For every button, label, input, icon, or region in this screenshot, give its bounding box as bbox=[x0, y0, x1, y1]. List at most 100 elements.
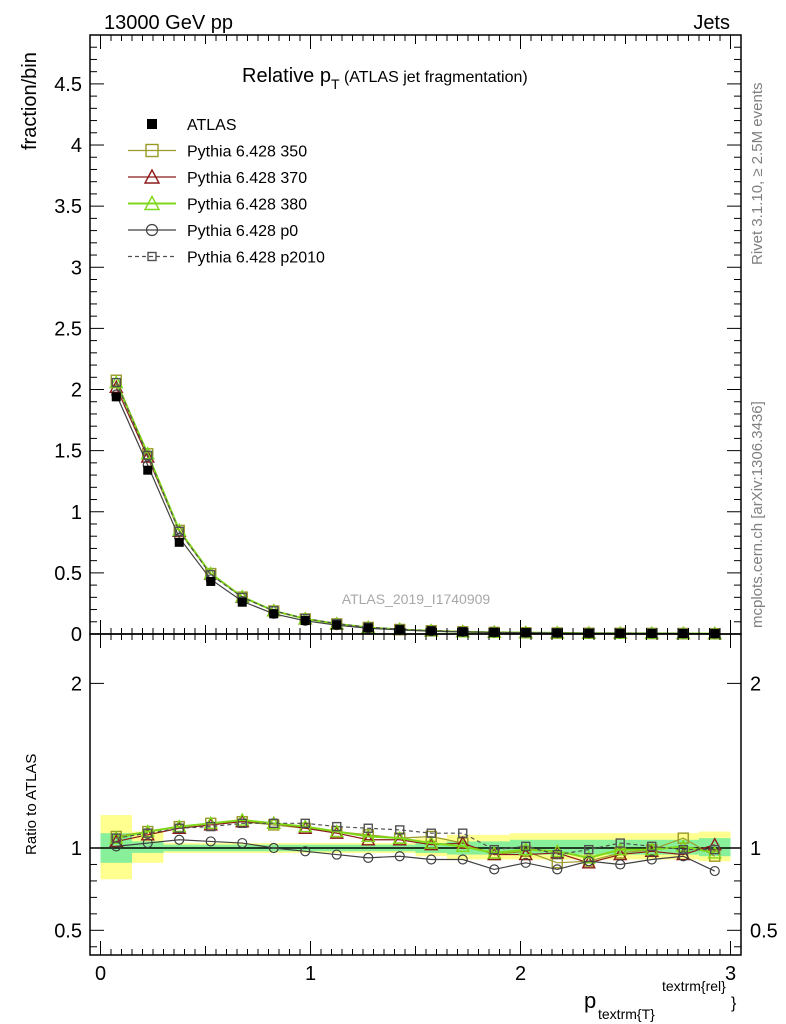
series-ratio-point bbox=[487, 845, 502, 859]
x-label-brace: } bbox=[731, 995, 737, 1012]
series-ratio-point bbox=[174, 823, 184, 833]
legend-label: Pythia 6.428 350 bbox=[187, 144, 307, 161]
series-ratio-point bbox=[678, 844, 688, 855]
series-ratio-point bbox=[521, 841, 531, 852]
series-ratio-point bbox=[426, 854, 437, 865]
series-ratio-point bbox=[237, 818, 247, 829]
atlas-data-points bbox=[111, 392, 720, 639]
header-left: 13000 GeV pp bbox=[104, 12, 233, 34]
version-label: Rivet 3.1.10, ≥ 2.5M events bbox=[749, 83, 766, 266]
series-ratio-point bbox=[205, 836, 216, 847]
series-ratio-point bbox=[677, 832, 689, 844]
series-ratio-point bbox=[646, 854, 657, 865]
y-tick-label: 1.5 bbox=[54, 441, 82, 463]
atlas-point bbox=[111, 392, 121, 402]
series-ratio-point bbox=[298, 819, 313, 833]
series-ratio-point bbox=[583, 856, 594, 867]
series-ratio-point bbox=[584, 844, 594, 855]
series-4 bbox=[111, 377, 720, 860]
x-tick-label: 2 bbox=[515, 963, 526, 985]
series-ratio-point bbox=[142, 837, 153, 849]
x-label-superscript: textrm{rel} bbox=[662, 978, 726, 994]
source-label: mcplots.cern.ch [arXiv:1306.3436] bbox=[749, 401, 766, 628]
series-ratio-point bbox=[206, 821, 216, 832]
ratio-y-tick-label-right: 1 bbox=[750, 838, 761, 860]
title-subscript: T bbox=[331, 76, 340, 92]
series-ratio-point bbox=[520, 857, 531, 868]
atlas-point bbox=[426, 626, 436, 636]
series-1 bbox=[109, 379, 722, 869]
legend-entry: Pythia 6.428 p2010 bbox=[128, 250, 325, 267]
series-ratio-point bbox=[361, 829, 376, 843]
series-ratio-point bbox=[615, 859, 626, 870]
title-rest: (ATLAS jet fragmentation) bbox=[340, 69, 528, 86]
title-main: Relative p bbox=[242, 65, 331, 87]
legend-label: Pythia 6.428 380 bbox=[187, 197, 307, 214]
ratio-y-tick-label-right: 2 bbox=[750, 673, 761, 695]
series-ratio-point bbox=[331, 849, 342, 860]
atlas-point bbox=[300, 616, 310, 626]
chart-title: Relative pT (ATLAS jet fragmentation) bbox=[242, 65, 528, 92]
legend-label: Pythia 6.428 370 bbox=[187, 170, 307, 187]
atlas-point bbox=[206, 576, 216, 586]
series-line-ratio bbox=[116, 839, 716, 872]
series-ratio-point bbox=[455, 835, 470, 849]
atlas-point bbox=[395, 625, 405, 635]
legend-marker bbox=[145, 143, 159, 158]
series-ratio-point bbox=[143, 828, 153, 838]
series-ratio-point bbox=[426, 828, 436, 838]
atlas-point bbox=[269, 609, 279, 619]
legend-entry: Pythia 6.428 370 bbox=[128, 168, 307, 187]
legend-marker bbox=[147, 251, 157, 262]
series-ratio-point bbox=[518, 842, 533, 856]
atlas-point bbox=[363, 623, 373, 633]
series-ratio-point bbox=[710, 844, 720, 855]
y-tick-label: 1 bbox=[71, 502, 82, 524]
series-ratio-point bbox=[361, 832, 376, 846]
legend-marker bbox=[143, 195, 161, 211]
series-2 bbox=[109, 375, 722, 864]
legend-label: ATLAS bbox=[187, 117, 237, 134]
series-ratio-point bbox=[237, 837, 248, 849]
atlas-point bbox=[552, 628, 562, 638]
series-ratio-point bbox=[140, 827, 155, 841]
series-point bbox=[143, 450, 153, 461]
legend-entry: Pythia 6.428 p0 bbox=[128, 223, 298, 240]
atlas-point bbox=[584, 628, 594, 638]
ratio-y-axis-label: Ratio to ATLAS bbox=[23, 754, 40, 855]
series-ratio-point bbox=[613, 842, 628, 856]
series-ratio-point bbox=[300, 818, 310, 829]
series-ratio-point bbox=[678, 851, 689, 862]
series-ratio-point bbox=[332, 821, 342, 832]
ratio-y-tick-label: 0.5 bbox=[54, 920, 82, 942]
series-point bbox=[140, 449, 155, 463]
x-tick-label: 0 bbox=[95, 963, 106, 985]
x-tick-label: 3 bbox=[725, 963, 736, 985]
series-ratio-point bbox=[392, 830, 407, 844]
x-label-main: p bbox=[584, 988, 596, 1013]
legend-marker bbox=[145, 223, 159, 237]
series-line-ratio bbox=[116, 821, 715, 864]
atlas-point bbox=[143, 465, 153, 475]
x-tick-label: 1 bbox=[305, 963, 316, 985]
series-line-ratio bbox=[116, 819, 715, 859]
legend-label: Pythia 6.428 p2010 bbox=[187, 250, 325, 267]
atlas-point bbox=[174, 537, 184, 547]
ratio-y-tick-label-right: 0.5 bbox=[750, 920, 778, 942]
series-ratio-point bbox=[489, 844, 499, 855]
series-ratio-point bbox=[709, 865, 720, 877]
series-ratio-point bbox=[707, 845, 722, 859]
y-tick-label: 3.5 bbox=[54, 196, 82, 218]
series-ratio-point bbox=[363, 823, 373, 833]
atlas-point bbox=[489, 627, 499, 637]
series-ratio-point bbox=[489, 864, 500, 875]
series-ratio-point bbox=[552, 864, 563, 875]
y-tick-label: 2.5 bbox=[54, 318, 82, 340]
legend-entry: ATLAS bbox=[147, 117, 237, 134]
ratio-y-tick-label: 1 bbox=[71, 838, 82, 860]
series-0 bbox=[110, 374, 721, 869]
legend-entry: Pythia 6.428 380 bbox=[128, 195, 307, 214]
series-point bbox=[174, 526, 184, 537]
y-tick-label: 4 bbox=[71, 135, 82, 157]
